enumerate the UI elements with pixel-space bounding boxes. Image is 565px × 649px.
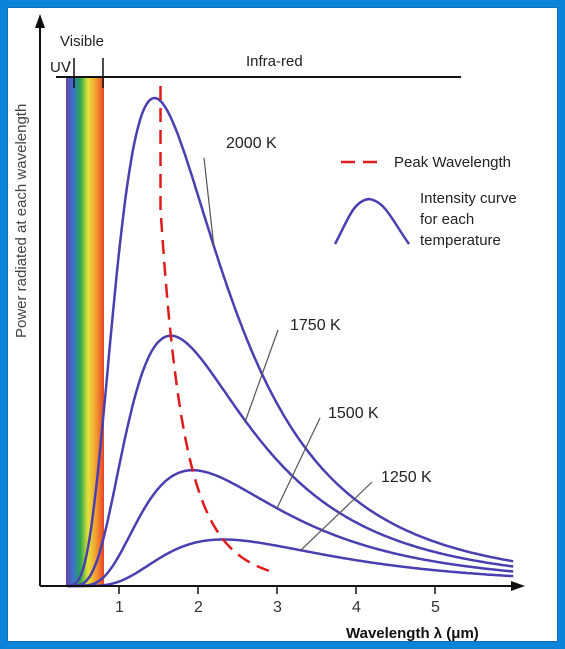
chart-frame: UV / Visible Infra-red 2000 K 1750 K 1500 …	[7, 7, 558, 642]
legend-curve-line3: temperature	[420, 232, 501, 249]
x-axis-label: Wavelength λ (μm)	[346, 625, 479, 642]
intensity-curve-2000k	[67, 96, 514, 588]
x-tick-label: 4	[352, 599, 361, 616]
y-axis-arrow	[35, 14, 45, 28]
callout-line-2000k	[203, 157, 215, 247]
series-label-2000k: 2000 K	[226, 135, 277, 152]
intensity-curve-1750k	[67, 334, 514, 588]
peak-wavelength-line	[159, 86, 270, 572]
legend-curve-swatch	[333, 197, 411, 245]
series-label-1750k: 1750 K	[290, 317, 341, 334]
x-axis-ticks: 1 2 3 4 5	[115, 586, 440, 616]
uv-label: UV	[50, 59, 71, 76]
intensity-curve-1250k	[67, 538, 514, 588]
visible-spectrum-band	[66, 76, 104, 586]
series-label-1250k: 1250 K	[381, 469, 432, 486]
legend-curve-line1: Intensity curve	[420, 190, 517, 207]
uv-slash: /	[66, 59, 71, 76]
x-axis-arrow	[511, 581, 525, 591]
legend-peak-label: Peak Wavelength	[394, 154, 511, 171]
blackbody-chart: UV / Visible Infra-red 2000 K 1750 K 1500 …	[13, 14, 525, 642]
intensity-curve-1500k	[67, 468, 514, 588]
infrared-label: Infra-red	[246, 53, 303, 70]
callout-line-1750k	[244, 329, 279, 422]
visible-label: Visible	[60, 33, 104, 50]
series-label-1500k: 1500 K	[328, 405, 379, 422]
x-tick-label: 1	[115, 599, 124, 616]
callout-line-1500k	[276, 417, 321, 509]
y-axis-label: Power radiated at each wavelength	[13, 104, 30, 338]
temperature-callouts: 2000 K 1750 K 1500 K 1250 K	[203, 135, 432, 551]
intensity-curves	[67, 96, 514, 588]
legend-curve-line2: for each	[420, 211, 474, 228]
legend: Peak Wavelength Intensity curve for each…	[333, 154, 517, 249]
x-tick-label: 3	[273, 599, 282, 616]
x-tick-label: 2	[194, 599, 203, 616]
x-tick-label: 5	[431, 599, 440, 616]
callout-line-1250k	[300, 481, 373, 551]
